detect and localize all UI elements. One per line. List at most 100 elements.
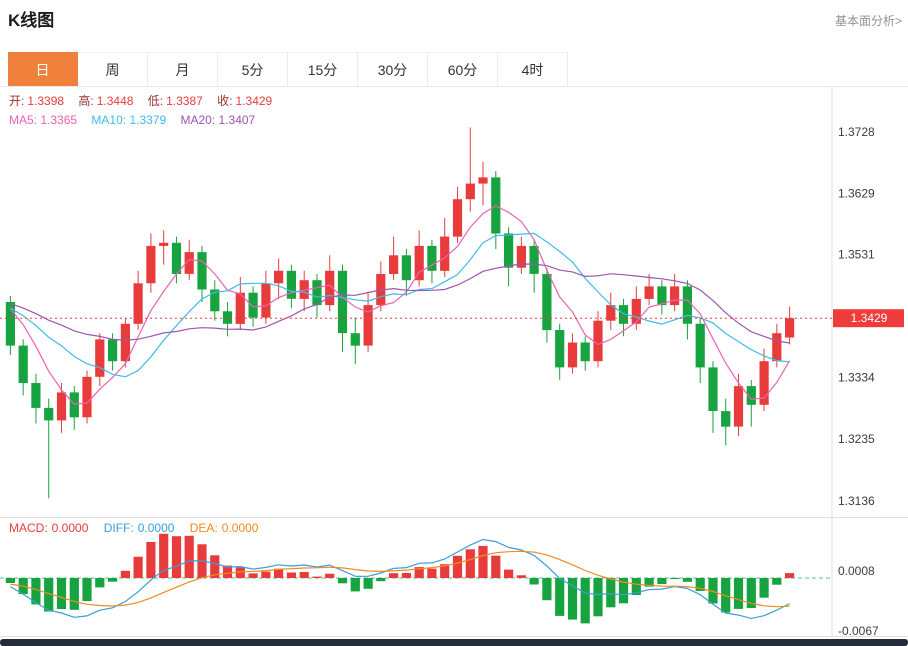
macd-bar (542, 578, 552, 601)
candle[interactable] (606, 305, 616, 321)
ma5-line (9, 205, 791, 405)
candle[interactable] (465, 183, 475, 200)
macd-axis-tick: -0.0067 (838, 624, 879, 637)
candle[interactable] (644, 286, 654, 299)
candle[interactable] (427, 245, 437, 271)
interval-tab-bar: 日 周 月 5分 15分 30分 60分 4时 (0, 52, 908, 87)
candle[interactable] (401, 255, 411, 281)
candle[interactable] (618, 305, 629, 324)
candle[interactable] (133, 283, 143, 324)
macd-bar (286, 572, 296, 578)
candle[interactable] (18, 345, 28, 383)
tab-4hour[interactable]: 4时 (498, 52, 568, 86)
candle[interactable] (657, 286, 667, 306)
tab-5min[interactable]: 5分 (218, 52, 288, 86)
candle[interactable] (286, 270, 296, 299)
candle[interactable] (708, 367, 718, 411)
macd-bar (222, 565, 233, 578)
candle[interactable] (631, 298, 641, 324)
candle[interactable] (529, 245, 539, 274)
candle[interactable] (95, 339, 105, 377)
macd-bar (465, 549, 475, 578)
candle[interactable] (69, 392, 79, 418)
candle[interactable] (248, 292, 258, 318)
macd-bar (670, 578, 680, 579)
candle[interactable] (350, 333, 360, 346)
macd-bar (657, 578, 667, 585)
candle[interactable] (82, 376, 92, 418)
candle[interactable] (746, 386, 756, 405)
macd-bar (210, 555, 220, 578)
candle[interactable] (312, 280, 322, 306)
candle[interactable] (733, 386, 744, 427)
dea-line (10, 550, 790, 608)
candle[interactable] (542, 274, 552, 331)
tab-60min[interactable]: 60分 (428, 52, 498, 86)
chart-scrollbar[interactable] (0, 639, 908, 646)
candle[interactable] (759, 361, 769, 405)
candle[interactable] (721, 411, 731, 427)
candle[interactable] (580, 342, 590, 362)
macd-bar (235, 567, 245, 578)
macd-chart[interactable]: 0.0008 -0.0067 (0, 517, 908, 637)
macd-bar (452, 555, 463, 578)
macd-bar (606, 578, 616, 608)
candle[interactable] (108, 339, 118, 362)
macd-bar (133, 556, 143, 578)
tab-week[interactable]: 周 (78, 52, 148, 86)
candle[interactable] (197, 252, 207, 290)
macd-bar (363, 578, 373, 589)
candle[interactable] (171, 242, 182, 274)
candle[interactable] (670, 286, 680, 306)
candle[interactable] (120, 323, 130, 362)
fundamental-analysis-link[interactable]: 基本面分析> (834, 14, 902, 28)
tab-30min[interactable]: 30分 (358, 52, 428, 86)
candle[interactable] (452, 199, 463, 237)
kline-chart[interactable]: 1.3728 1.3629 1.3531 1.3334 1.3235 1.3136 1.34… (0, 87, 908, 517)
candle[interactable] (210, 289, 220, 312)
candle[interactable] (593, 320, 603, 362)
macd-bar (746, 578, 756, 608)
candle[interactable] (5, 302, 15, 346)
macd-bar (772, 578, 782, 585)
tab-month[interactable]: 月 (148, 52, 218, 86)
candle[interactable] (274, 270, 284, 284)
candle[interactable] (325, 270, 335, 306)
tab-day[interactable]: 日 (8, 52, 78, 86)
macd-bar (389, 573, 399, 578)
candle[interactable] (261, 283, 271, 318)
candle[interactable] (235, 292, 245, 324)
macd-bar (695, 578, 705, 591)
candle[interactable] (555, 330, 565, 368)
macd-bar (261, 571, 271, 578)
candle[interactable] (682, 286, 692, 324)
candle[interactable] (516, 245, 526, 268)
candle[interactable] (222, 311, 233, 324)
candle[interactable] (389, 255, 399, 274)
candle[interactable] (440, 236, 450, 271)
macd-bar (631, 578, 641, 595)
candle[interactable] (772, 333, 782, 362)
candle[interactable] (695, 323, 705, 368)
candle[interactable] (337, 270, 348, 334)
candle[interactable] (504, 233, 514, 268)
candle[interactable] (299, 280, 309, 299)
candle[interactable] (56, 392, 67, 421)
candle[interactable] (184, 252, 194, 274)
macd-bar (82, 578, 92, 602)
candle[interactable] (478, 177, 488, 184)
candle[interactable] (44, 407, 54, 421)
candle[interactable] (159, 242, 169, 246)
candle[interactable] (31, 383, 41, 408)
candle[interactable] (146, 245, 156, 284)
macd-bar (491, 555, 501, 578)
candle[interactable] (363, 305, 373, 346)
current-price-badge-label: 1.3429 (851, 311, 888, 325)
macd-bar (682, 578, 692, 582)
candle[interactable] (567, 342, 578, 368)
macd-bar (733, 578, 744, 609)
tab-15min[interactable]: 15分 (288, 52, 358, 86)
candle[interactable] (414, 245, 424, 281)
macd-bar (580, 578, 590, 624)
candle[interactable] (785, 318, 795, 338)
